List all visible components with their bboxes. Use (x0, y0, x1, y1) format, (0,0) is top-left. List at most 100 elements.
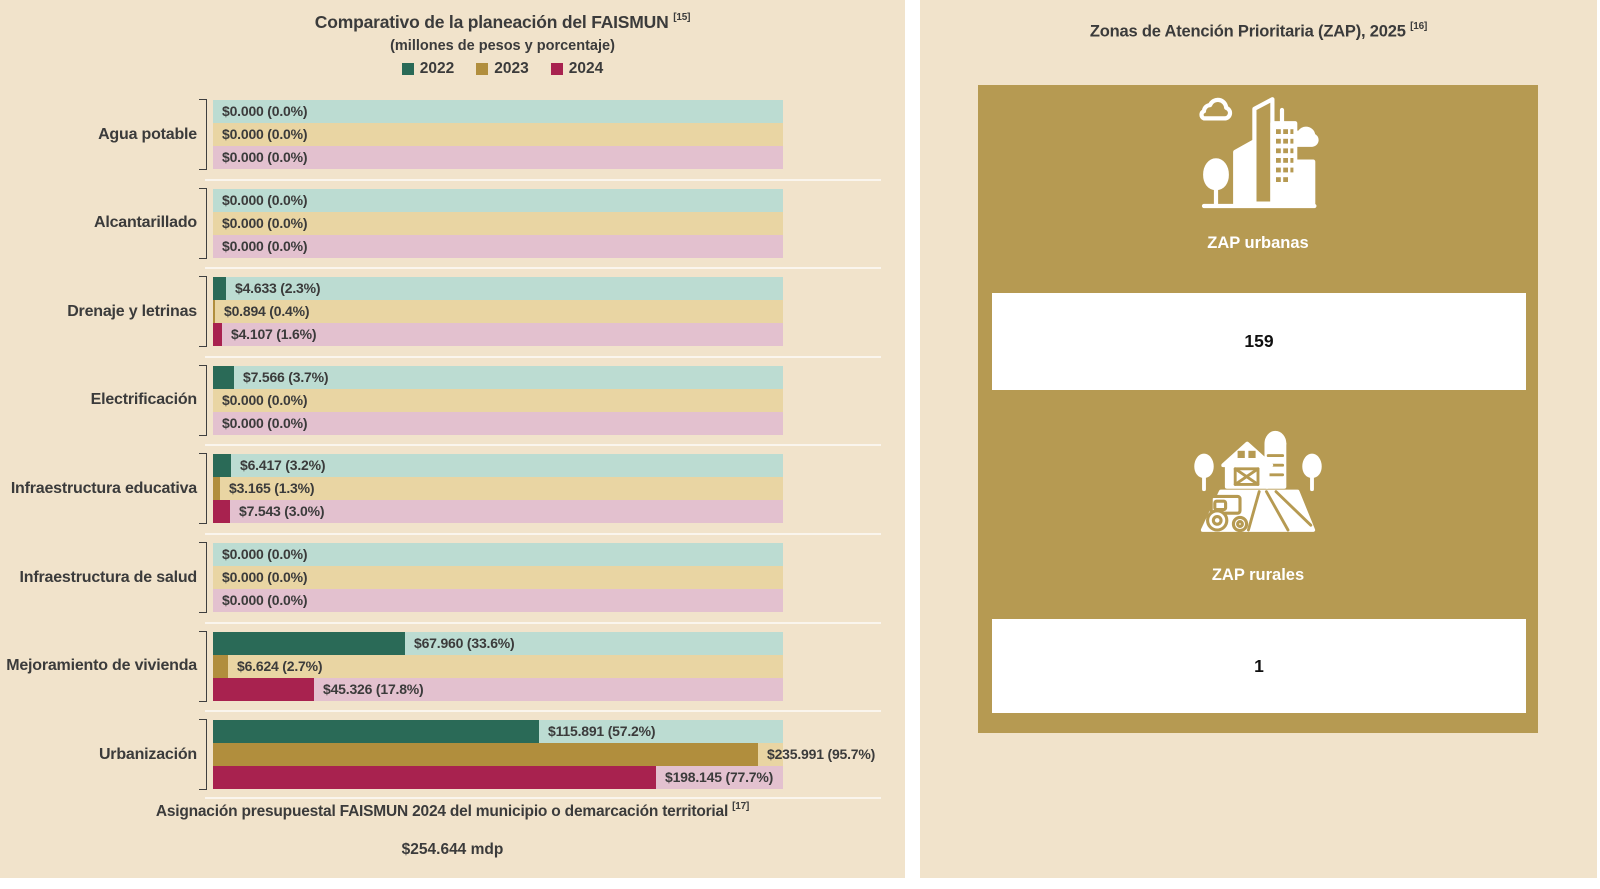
bar-value-label: $0.000 (0.0%) (222, 214, 308, 231)
legend-swatch (401, 63, 414, 75)
bar-track-2024 (213, 234, 783, 258)
zap-urbanas-label: ZAP urbanas (1207, 234, 1309, 252)
group-separator (205, 178, 881, 181)
group-separator (205, 355, 881, 358)
bar-2023 (213, 743, 758, 767)
bar-track-2022 (213, 100, 783, 123)
bar-2024 (213, 677, 314, 701)
axis-bracket (199, 187, 207, 259)
bar-value-label: $67.960 (33.6%) (414, 634, 515, 651)
zap-rurales-value-box: 1 (992, 619, 1526, 713)
axis-bracket (199, 99, 207, 170)
legend-swatch (550, 63, 563, 75)
bar-track-2022 (213, 365, 783, 389)
chart-title-block: Comparativo de la planeación del FAISMUN… (100, 12, 905, 78)
bar-2022 (213, 631, 405, 655)
bar-2023 (213, 654, 228, 678)
bar-2024 (213, 766, 656, 790)
axis-bracket (199, 542, 207, 613)
chart-title-footnote-ref: [15] (673, 12, 691, 24)
bar-2023 (213, 300, 215, 324)
group-separator (205, 444, 881, 447)
axis-bracket (199, 276, 207, 348)
legend-item-2023: 2023 (476, 60, 529, 78)
bar-track-2022 (213, 188, 783, 212)
bar-track-2022 (213, 277, 783, 301)
bar-track-2024 (213, 589, 783, 612)
group-separator (205, 797, 881, 800)
bar-track-2023 (213, 654, 783, 678)
bar-value-label: $0.000 (0.0%) (222, 191, 308, 208)
category-label: Alcantarillado (93, 214, 197, 232)
bar-value-label: $6.417 (3.2%) (240, 457, 326, 474)
bar-track-2023 (213, 300, 783, 324)
bar-2022 (213, 365, 234, 389)
bar-track-2023 (213, 566, 783, 589)
bar-track-2022 (213, 454, 783, 478)
bar-track-2024 (213, 677, 783, 701)
bar-value-label: $0.000 (0.0%) (222, 103, 308, 119)
category-label: Agua potable (98, 125, 197, 143)
bar-track-2024 (213, 323, 783, 347)
zap-card: ZAP urbanas 159 (978, 85, 1538, 733)
category-label: Electrificación (90, 391, 198, 409)
axis-bracket (199, 630, 207, 702)
legend-item-2024: 2024 (550, 60, 603, 78)
zap-rurales-value: 1 (1254, 655, 1264, 676)
category-label: Infraestructura de salud (19, 568, 198, 586)
zap-panel: Zonas de Atención Prioritaria (ZAP), 202… (920, 0, 1597, 878)
city-icon (978, 91, 1538, 219)
bar-2024 (213, 500, 230, 524)
zap-title-text: Zonas de Atención Prioritaria (ZAP), 202… (1089, 22, 1406, 41)
bar-track-2024 (213, 500, 783, 524)
zap-urbanas-value: 159 (1244, 331, 1274, 351)
bar-value-label: $0.000 (0.0%) (222, 414, 308, 431)
bar-track-2024 (213, 146, 783, 169)
bar-2024 (213, 323, 222, 347)
budget-total: $254.644 mdp (401, 841, 504, 858)
bar-value-label: $7.543 (3.0%) (239, 503, 325, 520)
bar-2022 (213, 720, 539, 744)
category-label: Mejoramiento de vivienda (6, 657, 197, 675)
bar-2022 (213, 454, 231, 478)
bar-track-2023 (213, 123, 783, 146)
bar-track-2023 (213, 388, 783, 412)
bar-track-2024 (213, 411, 783, 435)
bar-value-label: $0.000 (0.0%) (222, 592, 308, 608)
bar-value-label: $0.000 (0.0%) (222, 546, 308, 562)
category-label: Urbanización (98, 745, 197, 763)
bar-value-label: $45.326 (17.8%) (323, 680, 424, 697)
bar-2023 (213, 477, 220, 501)
category-label: Infraestructura educativa (10, 479, 197, 497)
legend-item-2022: 2022 (401, 60, 454, 78)
bar-track-2023 (213, 211, 783, 235)
farm-icon (978, 421, 1538, 549)
bar-value-label: $0.000 (0.0%) (222, 126, 308, 142)
axis-bracket (199, 719, 207, 791)
bar-value-label: $0.000 (0.0%) (222, 149, 308, 165)
bar-value-label: $0.000 (0.0%) (222, 237, 308, 254)
bar-value-label: $0.894 (0.4%) (224, 303, 310, 320)
chart-title: Comparativo de la planeación del FAISMUN… (100, 12, 905, 33)
legend-label: 2023 (494, 60, 529, 77)
zap-title: Zonas de Atención Prioritaria (ZAP), 202… (920, 21, 1597, 42)
bar-value-label: $115.891 (57.2%) (548, 723, 656, 740)
bar-value-label: $198.145 (77.7%) (665, 769, 774, 786)
group-separator (205, 533, 881, 535)
horizontal-bar-chart: Agua potable $0.000 (0.0%) $0.000 (0.0%) $0… (6, 99, 881, 800)
bar-value-label: $7.566 (3.7%) (243, 368, 329, 385)
zap-rurales-label: ZAP rurales (1211, 566, 1305, 584)
bar-track-2022 (213, 543, 783, 566)
budget-footnote: Asignación presupuestal FAISMUN 2024 del… (0, 801, 905, 821)
zap-title-footnote-ref: [16] (1410, 21, 1428, 32)
bar-value-label: $4.633 (2.3%) (235, 280, 321, 297)
zap-urbanas-value-box: 159 (992, 293, 1526, 390)
budget-footnote-text: Asignación presupuestal FAISMUN 2024 del… (155, 803, 729, 821)
chart-legend: 2022 2023 2024 (100, 60, 905, 78)
faismun-chart-panel: Comparativo de la planeación del FAISMUN… (0, 0, 905, 878)
chart-subtitle: (millones de pesos y porcentaje) (390, 38, 615, 54)
group-separator (205, 267, 881, 270)
bar-value-label: $3.165 (1.3%) (229, 480, 315, 497)
bar-value-label: $0.000 (0.0%) (222, 391, 308, 408)
budget-footnote-ref: [17] (732, 801, 750, 812)
